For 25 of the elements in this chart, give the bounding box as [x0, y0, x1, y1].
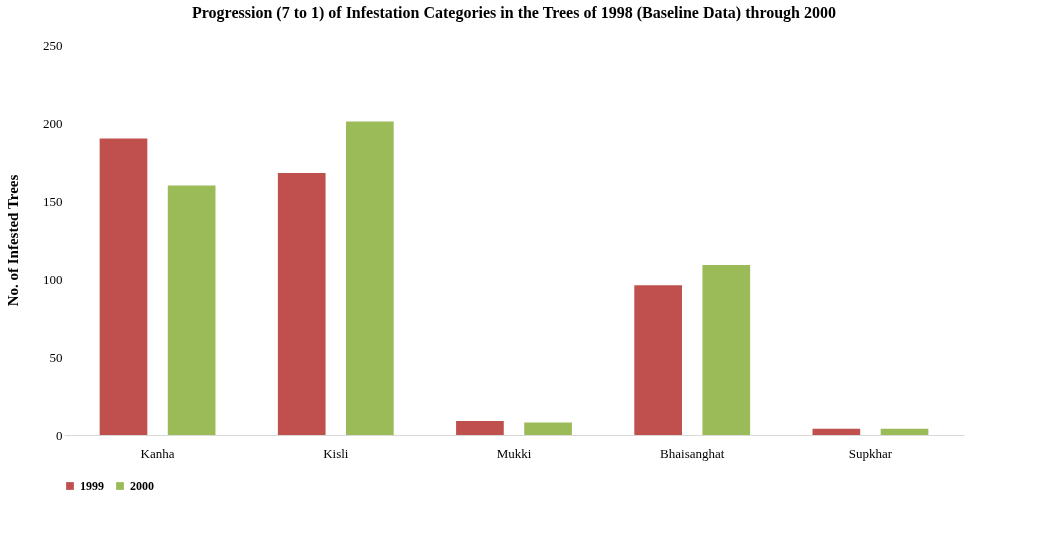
bar [524, 422, 572, 435]
y-tick-label: 100 [43, 271, 63, 287]
x-tick-label: Supkhar [848, 445, 893, 461]
bar [456, 420, 504, 435]
bar [167, 185, 216, 435]
bar [634, 285, 682, 435]
x-tick-label: Bhaisanghat [660, 445, 725, 461]
x-tick-label: Mukki [496, 445, 532, 461]
bar [812, 428, 861, 435]
bar [346, 121, 394, 435]
y-tick-label: 200 [43, 115, 63, 131]
bar [99, 138, 148, 435]
y-tick-label: 150 [43, 193, 63, 209]
legend-label: 2000 [130, 479, 154, 493]
bar [277, 172, 326, 435]
legend-label: 1999 [80, 479, 104, 493]
y-axis-title: No. of Infested Trees [5, 174, 21, 307]
chart-title: Progression (7 to 1) of Infestation Categories in the Trees of 1998 (Baseline Data) through 2000 [192, 4, 836, 22]
y-tick-label: 0 [56, 427, 63, 443]
y-tick-label: 50 [49, 349, 63, 365]
bar [702, 264, 751, 435]
x-tick-label: Kisli [323, 445, 349, 461]
bar [880, 428, 929, 435]
y-tick-label: 250 [43, 37, 63, 53]
x-tick-label: Kanha [140, 445, 175, 461]
